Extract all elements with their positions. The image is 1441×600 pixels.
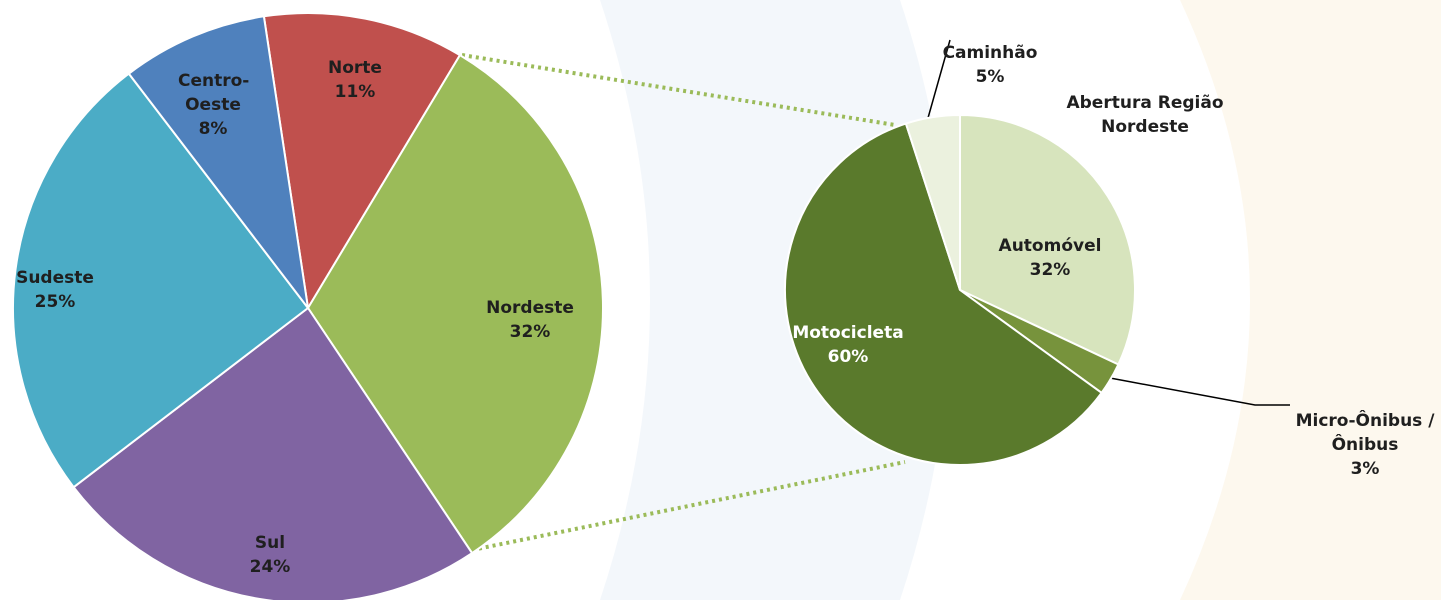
pie-slice <box>904 113 961 291</box>
category-label: Automóvel <box>998 236 1102 256</box>
slice-label: Caminhão 5% <box>935 41 1045 89</box>
value-label: 60% <box>827 347 869 367</box>
value-label: 32% <box>1029 260 1071 280</box>
slice-label: Nordeste 32% <box>475 296 585 344</box>
category-label: Nordeste <box>486 298 574 318</box>
slice-label: Sul 24% <box>230 531 310 579</box>
slice-label: Micro-Ônibus / Ônibus 3% <box>1290 409 1440 481</box>
pie-title: Abertura Região Nordeste <box>1066 93 1224 137</box>
pie-slice <box>306 53 604 555</box>
category-label: Sudeste <box>16 268 94 288</box>
value-label: 24% <box>249 557 291 577</box>
pie-slice <box>12 72 310 489</box>
category-label: Norte <box>328 58 382 78</box>
value-label: 25% <box>34 292 76 312</box>
value-label: 5% <box>975 67 1005 87</box>
leader-line <box>1109 377 1290 406</box>
pie-slice <box>127 15 309 309</box>
category-label: Sul <box>254 533 286 553</box>
slice-label: Norte 11% <box>310 56 400 104</box>
pie-slice <box>784 122 1103 466</box>
slice-label: Sudeste 25% <box>10 266 100 314</box>
value-label: 3% <box>1350 459 1380 479</box>
value-label: 8% <box>198 119 228 139</box>
pie-slice <box>959 113 1136 366</box>
category-label: Caminhão <box>942 43 1038 63</box>
slice-label: Centro-Oeste 8% <box>178 69 250 141</box>
pie-slice <box>72 306 474 600</box>
value-label: 11% <box>334 82 376 102</box>
background-shape <box>1180 0 1441 600</box>
slice-label: Motocicleta 60% <box>783 321 913 369</box>
slice-label: Automóvel 32% <box>990 234 1110 282</box>
category-label: Centro-Oeste <box>178 71 250 115</box>
pie-slice <box>262 12 462 311</box>
value-label: 32% <box>509 322 551 342</box>
connector-line <box>461 53 896 127</box>
category-label: Motocicleta <box>792 323 904 343</box>
leader-line <box>927 39 951 119</box>
category-label: Micro-Ônibus / Ônibus <box>1295 411 1435 455</box>
